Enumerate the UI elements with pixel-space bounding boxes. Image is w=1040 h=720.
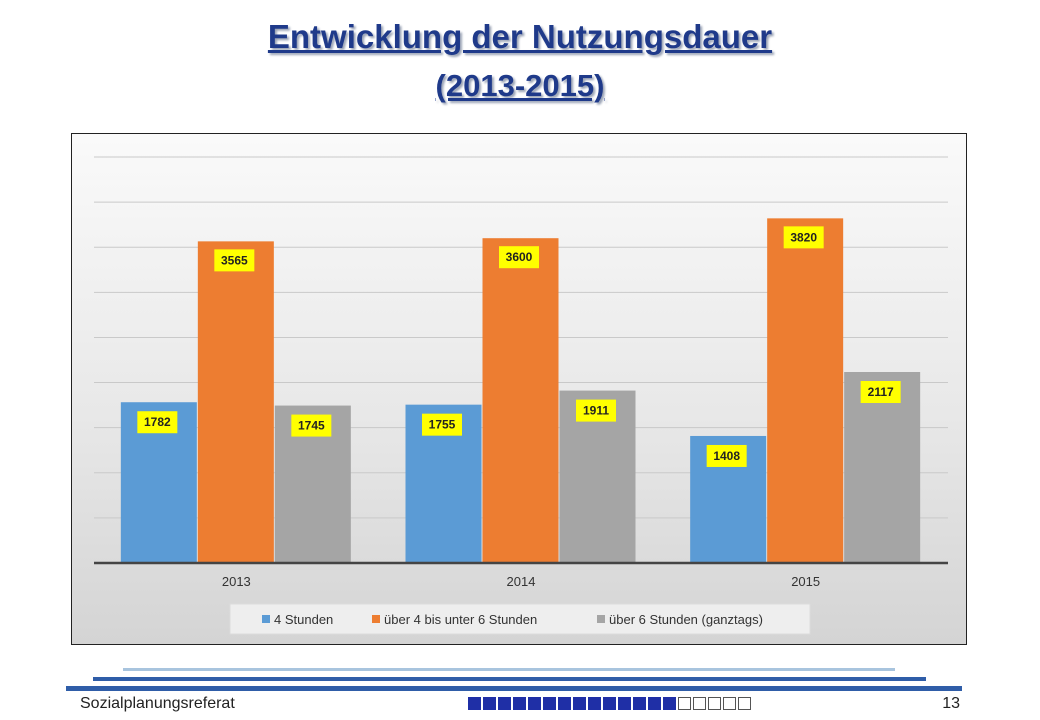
data-label-box [783,226,824,249]
data-label: 1755 [429,418,456,432]
slide-subtitle: (2013-2015) [435,68,605,103]
data-label: 3820 [790,230,817,244]
data-label-box [576,399,616,422]
footer-square-filled [558,697,571,710]
footer-square-filled [468,697,481,710]
legend-swatch [372,615,380,623]
data-label-box [706,444,747,467]
data-label: 1745 [298,419,325,433]
data-label: 3600 [506,250,533,264]
data-label-box [291,414,332,437]
footer-divider-mid [93,677,926,681]
legend-box [229,603,811,635]
x-tick-label: 2014 [507,574,536,589]
data-label-box [499,246,539,269]
data-label-box [422,413,462,436]
x-tick-label: 2015 [791,574,820,589]
footer-department: Sozialplanungsreferat [80,695,235,712]
bar [767,218,844,563]
footer-square-filled [573,697,586,710]
footer-square-empty [723,697,736,710]
footer-square-filled [648,697,661,710]
data-label-box [214,249,255,272]
page-number: 13 [942,695,960,712]
footer-square-filled [618,697,631,710]
footer-divider-bottom [66,686,962,691]
footer-square-filled [588,697,601,710]
footer-square-filled [528,697,541,710]
bar [197,241,274,563]
data-label: 1911 [583,404,609,418]
footer-square-filled [633,697,646,710]
legend-swatch [597,615,605,623]
footer-square-filled [513,697,526,710]
footer-square-filled [663,697,676,710]
footer-progress-squares [468,697,751,710]
legend-label: 4 Stunden [274,612,333,627]
footer-square-empty [708,697,721,710]
data-label: 1782 [144,415,171,429]
footer-square-filled [603,697,616,710]
chart-frame: 1782 3565 1745 2013 1755 3600 1911 2014 1408 3820… [71,133,967,645]
bar-chart: 1782 3565 1745 2013 1755 3600 1911 2014 1408 3820… [94,156,948,635]
footer-divider-light [123,668,895,671]
x-tick-label: 2013 [222,574,251,589]
footer-square-filled [543,697,556,710]
legend-swatch [262,615,270,623]
footer-square-empty [693,697,706,710]
footer-square-filled [483,697,496,710]
data-label-box [860,380,901,403]
footer-square-filled [498,697,511,710]
bar [482,238,559,563]
data-label: 3565 [221,253,248,267]
bar [844,371,921,563]
footer-square-empty [738,697,751,710]
data-label: 2117 [868,385,894,399]
legend-label: über 4 bis unter 6 Stunden [384,612,537,627]
footer-square-empty [678,697,691,710]
data-label: 1408 [713,449,740,463]
data-label-box [137,411,178,434]
legend-label: über 6 Stunden (ganztags) [609,612,763,627]
slide-title: Entwicklung der Nutzungsdauer [267,18,773,55]
